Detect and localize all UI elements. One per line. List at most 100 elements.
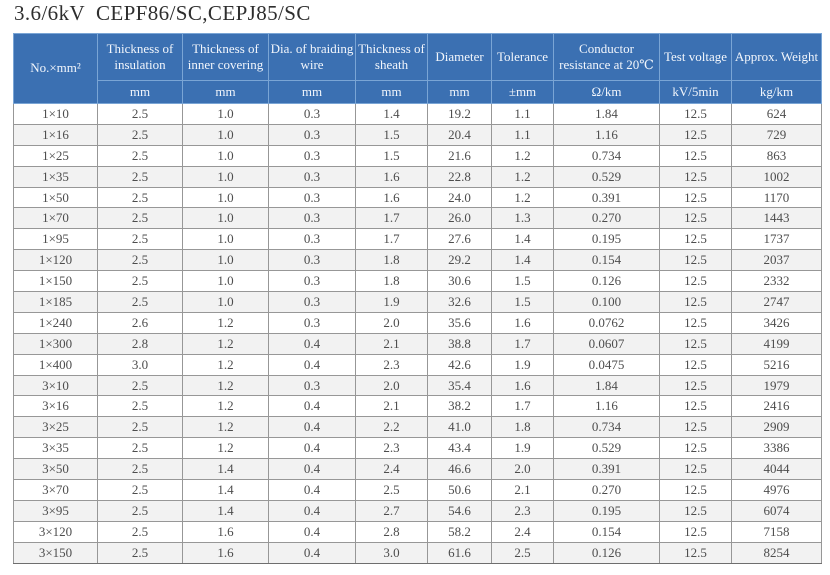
cell-insulation: 2.5	[97, 458, 183, 481]
table-row: 3×150 2.5 1.6 0.4 3.0 61.6 2.5 0.126 12.5 8254	[13, 541, 822, 564]
cell-insulation: 2.5	[97, 499, 183, 522]
cell-tolerance: 1.2	[491, 165, 554, 188]
cell-sheath: 2.1	[355, 395, 428, 418]
cell-sheath: 1.7	[355, 228, 428, 251]
table-row: 1×25 2.5 1.0 0.3 1.5 21.6 1.2 0.734 12.5 863	[13, 144, 822, 167]
unit-braiding-wire: mm	[268, 80, 356, 104]
cell-size: 1×150	[13, 270, 98, 293]
cell-tolerance: 1.1	[491, 103, 554, 125]
cell-resistance: 0.154	[553, 520, 660, 543]
cell-test_voltage: 12.5	[659, 479, 732, 501]
cell-size: 1×240	[13, 311, 98, 334]
cell-weight: 729	[731, 123, 822, 146]
cell-tolerance: 1.8	[491, 416, 554, 439]
cell-diameter: 35.6	[427, 311, 492, 334]
cell-weight: 1002	[731, 165, 822, 188]
cell-inner_covering: 1.0	[182, 165, 269, 188]
table-row: 3×10 2.5 1.2 0.3 2.0 35.4 1.6 1.84 12.5 1979	[13, 374, 822, 397]
cell-resistance: 0.0607	[553, 332, 660, 355]
cell-inner_covering: 1.0	[182, 291, 269, 313]
cell-weight: 863	[731, 144, 822, 167]
cell-size: 3×120	[13, 520, 98, 543]
cell-size: 1×16	[13, 123, 98, 146]
cell-test_voltage: 12.5	[659, 165, 732, 188]
cell-braiding_wire: 0.4	[268, 353, 356, 376]
cell-diameter: 58.2	[427, 520, 492, 543]
cell-braiding_wire: 0.3	[268, 123, 356, 146]
cell-resistance: 1.84	[553, 374, 660, 397]
cell-insulation: 2.6	[97, 311, 183, 334]
table-row: 1×16 2.5 1.0 0.3 1.5 20.4 1.1 1.16 12.5 729	[13, 123, 822, 146]
cell-inner_covering: 1.0	[182, 270, 269, 293]
header-label-row: No.×mm² Thickness of insulation Thicknes…	[13, 33, 822, 104]
cell-test_voltage: 12.5	[659, 374, 732, 397]
cell-size: 3×95	[13, 499, 98, 522]
cell-braiding_wire: 0.4	[268, 479, 356, 501]
cell-insulation: 2.5	[97, 123, 183, 146]
table-row: 3×120 2.5 1.6 0.4 2.8 58.2 2.4 0.154 12.5 7158	[13, 520, 822, 543]
cell-insulation: 2.5	[97, 479, 183, 501]
cell-size: 1×50	[13, 186, 98, 209]
cell-braiding_wire: 0.3	[268, 311, 356, 334]
cell-diameter: 43.4	[427, 437, 492, 460]
cell-insulation: 2.5	[97, 270, 183, 293]
table-row: 1×400 3.0 1.2 0.4 2.3 42.6 1.9 0.0475 12.5 5216	[13, 353, 822, 376]
cell-weight: 6074	[731, 499, 822, 522]
cell-tolerance: 1.3	[491, 207, 554, 230]
cell-test_voltage: 12.5	[659, 311, 732, 334]
cell-insulation: 2.5	[97, 416, 183, 439]
column-header-size: No.×mm²	[13, 33, 98, 104]
cell-tolerance: 1.5	[491, 270, 554, 293]
spec-table: No.×mm² Thickness of insulation Thicknes…	[13, 33, 822, 564]
cell-inner_covering: 1.4	[182, 499, 269, 522]
cell-weight: 4199	[731, 332, 822, 355]
cell-resistance: 0.734	[553, 144, 660, 167]
cell-braiding_wire: 0.3	[268, 270, 356, 293]
cell-tolerance: 1.9	[491, 353, 554, 376]
cell-size: 3×10	[13, 374, 98, 397]
table-row: 3×16 2.5 1.2 0.4 2.1 38.2 1.7 1.16 12.5 2416	[13, 395, 822, 418]
cell-test_voltage: 12.5	[659, 353, 732, 376]
cell-resistance: 0.195	[553, 499, 660, 522]
cell-braiding_wire: 0.4	[268, 458, 356, 481]
table-row: 1×50 2.5 1.0 0.3 1.6 24.0 1.2 0.391 12.5 1170	[13, 186, 822, 209]
unit-sheath: mm	[355, 80, 428, 104]
cell-diameter: 46.6	[427, 458, 492, 481]
cell-test_voltage: 12.5	[659, 123, 732, 146]
cell-insulation: 2.5	[97, 437, 183, 460]
table-row: 1×185 2.5 1.0 0.3 1.9 32.6 1.5 0.100 12.5 2747	[13, 291, 822, 313]
cell-diameter: 27.6	[427, 228, 492, 251]
cell-diameter: 32.6	[427, 291, 492, 313]
cell-sheath: 2.4	[355, 458, 428, 481]
unit-diameter: mm	[427, 80, 492, 104]
cell-tolerance: 1.2	[491, 144, 554, 167]
cell-insulation: 2.5	[97, 103, 183, 125]
cell-tolerance: 1.2	[491, 186, 554, 209]
cell-weight: 1737	[731, 228, 822, 251]
cell-braiding_wire: 0.3	[268, 186, 356, 209]
column-header-tolerance: Tolerance	[491, 33, 554, 81]
cell-weight: 4044	[731, 458, 822, 481]
cell-diameter: 35.4	[427, 374, 492, 397]
cell-test_voltage: 12.5	[659, 332, 732, 355]
cell-size: 1×300	[13, 332, 98, 355]
cell-weight: 7158	[731, 520, 822, 543]
cell-braiding_wire: 0.3	[268, 103, 356, 125]
cell-diameter: 24.0	[427, 186, 492, 209]
table-row: 1×120 2.5 1.0 0.3 1.8 29.2 1.4 0.154 12.5 2037	[13, 249, 822, 272]
cell-resistance: 0.154	[553, 249, 660, 272]
cell-braiding_wire: 0.3	[268, 249, 356, 272]
cell-resistance: 1.84	[553, 103, 660, 125]
cell-tolerance: 2.5	[491, 541, 554, 564]
cell-test_voltage: 12.5	[659, 416, 732, 439]
cell-resistance: 0.734	[553, 416, 660, 439]
cell-tolerance: 1.6	[491, 374, 554, 397]
cell-weight: 3386	[731, 437, 822, 460]
cell-tolerance: 2.4	[491, 520, 554, 543]
table-body: 1×10 2.5 1.0 0.3 1.4 19.2 1.1 1.84 12.5 624 1×16 2.…	[13, 103, 822, 564]
table-row: 1×35 2.5 1.0 0.3 1.6 22.8 1.2 0.529 12.5 1002	[13, 165, 822, 188]
cell-weight: 4976	[731, 479, 822, 501]
cell-tolerance: 1.5	[491, 291, 554, 313]
cell-sheath: 2.8	[355, 520, 428, 543]
cell-braiding_wire: 0.4	[268, 520, 356, 543]
